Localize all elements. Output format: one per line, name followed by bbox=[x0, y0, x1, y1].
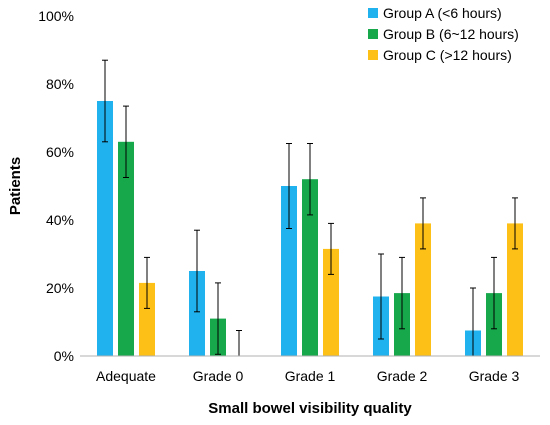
y-tick-label: 20% bbox=[46, 280, 74, 296]
bars-group bbox=[97, 101, 523, 356]
x-axis-title: Small bowel visibility quality bbox=[208, 400, 412, 417]
bar bbox=[97, 101, 113, 356]
legend-label: Group B (6~12 hours) bbox=[383, 26, 519, 42]
y-tick-label: 60% bbox=[46, 144, 74, 160]
legend-label: Group C (>12 hours) bbox=[383, 47, 512, 63]
legend-swatch bbox=[368, 50, 378, 60]
bar bbox=[189, 271, 205, 356]
x-tick-label: Grade 0 bbox=[193, 368, 244, 384]
y-tick-label: 0% bbox=[54, 348, 74, 364]
legend-swatch bbox=[368, 29, 378, 39]
error-bars-group bbox=[102, 59, 518, 357]
bar bbox=[415, 223, 431, 356]
bar bbox=[139, 282, 155, 356]
bar bbox=[281, 186, 297, 356]
bar bbox=[118, 141, 134, 356]
y-tick-label: 80% bbox=[46, 76, 74, 92]
x-axis-ticks: Adequate Grade 0 Grade 1 Grade 2 Grade 3 bbox=[96, 368, 519, 384]
legend: Group A (<6 hours) Group B (6~12 hours) Gr… bbox=[368, 5, 519, 63]
bar bbox=[323, 248, 339, 356]
y-axis-title: Patients bbox=[7, 157, 24, 215]
bar bbox=[302, 179, 318, 356]
x-tick-label: Grade 3 bbox=[469, 368, 520, 384]
x-tick-label: Adequate bbox=[96, 368, 156, 384]
x-tick-label: Grade 2 bbox=[377, 368, 428, 384]
legend-swatch bbox=[368, 8, 378, 18]
y-axis-ticks: 0% 20% 40% 60% 80% 100% bbox=[38, 8, 74, 364]
x-tick-label: Grade 1 bbox=[285, 368, 336, 384]
y-tick-label: 100% bbox=[38, 8, 74, 24]
y-tick-label: 40% bbox=[46, 212, 74, 228]
bar bbox=[507, 223, 523, 356]
legend-label: Group A (<6 hours) bbox=[383, 5, 502, 21]
